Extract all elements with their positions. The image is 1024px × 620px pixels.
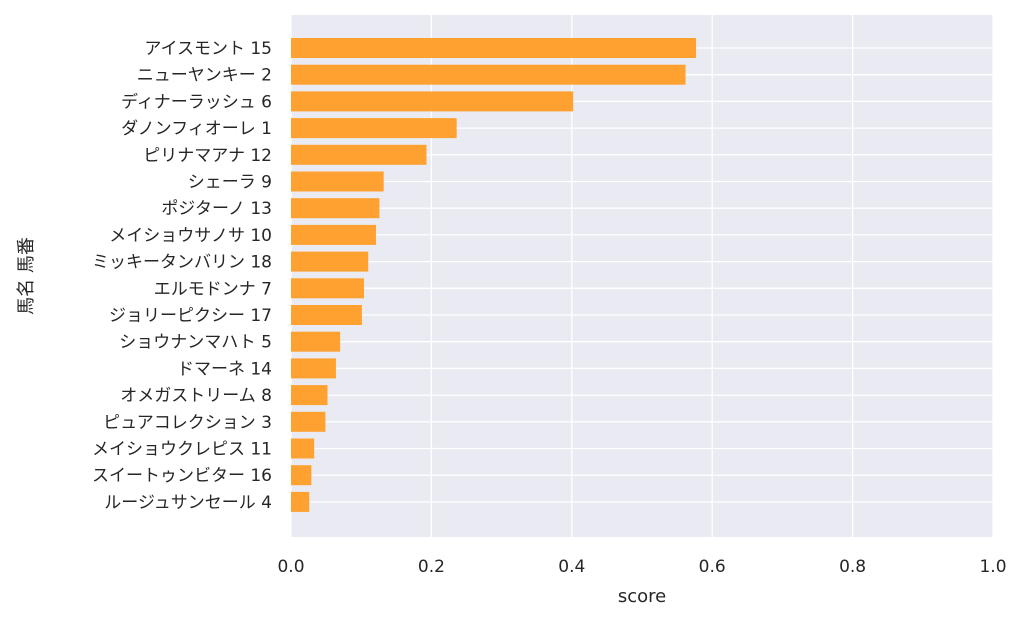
bar <box>291 278 365 299</box>
x-axis-label: score <box>618 586 666 607</box>
category-label: メイショウクレピス 11 <box>92 440 272 460</box>
x-tick-label: 0.0 <box>277 557 304 577</box>
category-label: アイスモント 15 <box>144 39 272 59</box>
category-label: ニューヤンキー 2 <box>137 66 272 86</box>
category-label: ミッキータンバリン 18 <box>92 253 272 273</box>
category-label: ダノンフィオーレ 1 <box>121 119 272 139</box>
bar <box>291 38 697 58</box>
x-tick-label: 0.4 <box>558 557 585 577</box>
bar <box>291 331 341 352</box>
category-labels: アイスモント 15 ニューヤンキー 2 ディナーラッシュ 6 ダノンフィオーレ 1 ピリ… <box>92 39 272 513</box>
bar <box>291 198 380 219</box>
x-tick-label: 1.0 <box>979 557 1006 577</box>
category-label: ルージュサンセール 4 <box>104 493 272 513</box>
bar <box>291 305 362 325</box>
bar <box>291 224 376 245</box>
category-label: オメガストリーム 8 <box>120 386 272 406</box>
category-label: ピュアコレクション 3 <box>103 413 272 433</box>
bar <box>291 144 427 165</box>
bar <box>291 251 369 272</box>
category-label: エルモドンナ 7 <box>154 279 272 299</box>
category-label: スイートゥンビター 16 <box>92 466 272 486</box>
bar <box>291 171 384 192</box>
bar <box>291 385 328 406</box>
bar <box>291 491 310 512</box>
bar <box>291 465 312 486</box>
category-label: メイショウサノサ 10 <box>109 226 272 246</box>
bar <box>291 438 315 459</box>
category-label: シェーラ 9 <box>188 173 272 193</box>
category-label: ドマーネ 14 <box>177 359 272 379</box>
bars <box>291 38 697 512</box>
bar <box>291 64 686 85</box>
bar <box>291 118 457 139</box>
category-label: ジョリーピクシー 17 <box>109 306 272 326</box>
category-label: ショウナンマハト 5 <box>119 333 272 353</box>
bar <box>291 91 574 112</box>
x-tick-labels: 0.0 0.2 0.4 0.6 0.8 1.0 <box>277 557 1006 577</box>
x-tick-label: 0.6 <box>699 557 726 577</box>
x-tick-label: 0.8 <box>839 557 866 577</box>
y-axis-label: 馬名 馬番 <box>16 237 37 315</box>
category-label: ディナーラッシュ 6 <box>121 91 272 112</box>
category-label: ピリナマアナ 12 <box>143 146 272 166</box>
bar <box>291 411 326 432</box>
x-tick-label: 0.2 <box>418 557 445 577</box>
bar <box>291 358 336 379</box>
category-label: ポジターノ 13 <box>161 199 272 219</box>
